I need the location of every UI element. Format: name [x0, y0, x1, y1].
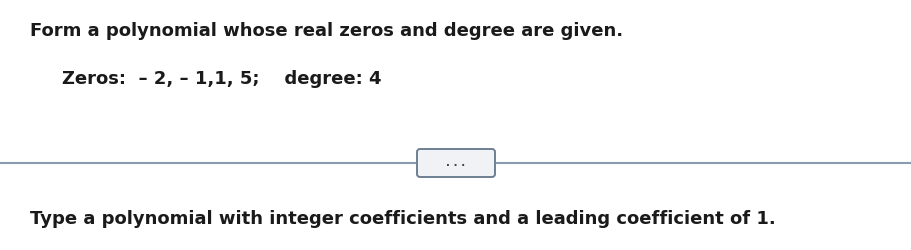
Text: Zeros:  – 2, – 1,1, 5;    degree: 4: Zeros: – 2, – 1,1, 5; degree: 4	[62, 70, 381, 88]
FancyBboxPatch shape	[416, 149, 495, 177]
Text: Type a polynomial with integer coefficients and a leading coefficient of 1.: Type a polynomial with integer coefficie…	[30, 210, 775, 228]
Text: Form a polynomial whose real zeros and degree are given.: Form a polynomial whose real zeros and d…	[30, 22, 622, 40]
Text: . . .: . . .	[445, 158, 466, 168]
